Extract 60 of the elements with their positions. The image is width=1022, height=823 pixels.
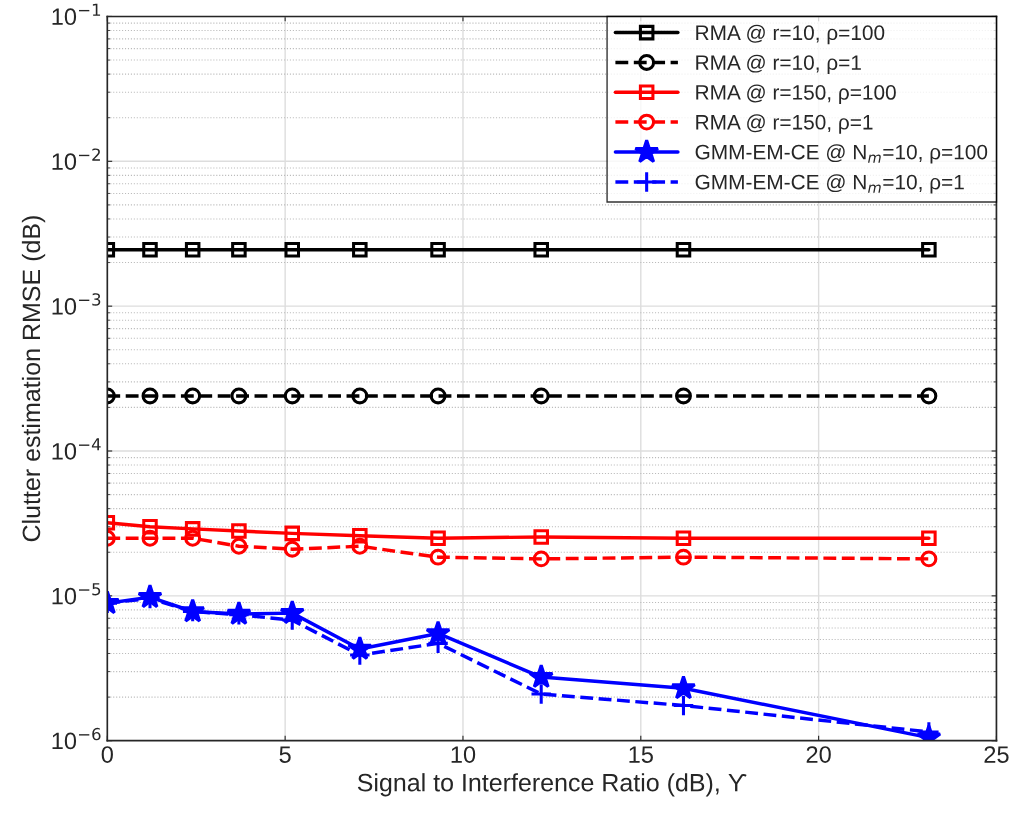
legend-label: GMM-EM-CE @ N$_{m}$=10, ρ=1 [695, 174, 964, 194]
x-tick-label: 25 [984, 746, 1009, 763]
point [675, 387, 692, 405]
legend-label: RMA @ r=10, ρ=100 [696, 24, 885, 45]
point [230, 537, 248, 555]
point [283, 540, 301, 558]
point [532, 550, 550, 568]
point [142, 242, 158, 258]
point [533, 242, 549, 258]
point [141, 387, 159, 405]
y-tick-label: 10$^{−2}$ [52, 148, 100, 170]
y-tick-label: 10$^{−5}$ [52, 583, 101, 605]
point [675, 530, 692, 546]
legend-label: RMA @ r=150, ρ=1 [696, 114, 873, 134]
point [351, 537, 369, 555]
legend-label: RMA @ r=150, ρ=100 [696, 84, 896, 104]
y-tick-label: 10$^{−4}$ [52, 438, 101, 460]
point [430, 242, 446, 258]
x-tick-label: 0 [101, 746, 113, 763]
x-tick-label: 15 [629, 746, 653, 763]
point [532, 387, 550, 405]
x-axis-title: Signal to Interference Ratio (dB), ϒ [357, 773, 747, 797]
point [231, 523, 247, 539]
legend-label: RMA @ r=10, ρ=1 [696, 54, 861, 75]
point [920, 387, 938, 405]
y-tick-label: 10$^{−1}$ [52, 3, 101, 26]
point [184, 242, 201, 258]
point [528, 663, 554, 689]
point [351, 387, 369, 405]
point [142, 518, 158, 535]
x-tick-label: 5 [279, 746, 291, 763]
point [184, 521, 201, 537]
point [533, 529, 549, 545]
point [184, 387, 202, 405]
point [675, 548, 692, 566]
point [672, 694, 695, 717]
point [430, 530, 446, 546]
point [920, 550, 938, 568]
point [141, 529, 159, 547]
y-axis-title: Clutter estimation RMSE (dB) [21, 216, 46, 542]
y-tick-label: 10$^{−6}$ [52, 727, 101, 750]
point [284, 525, 301, 542]
point [230, 387, 248, 405]
y-tick-label: 10$^{−3}$ [52, 293, 101, 315]
point [352, 242, 368, 258]
point [529, 682, 553, 706]
legend-label: GMM-EM-CE @ N$_{m}$=10, ρ=100 [695, 144, 988, 164]
point [921, 242, 937, 258]
point [352, 527, 368, 544]
point [283, 387, 301, 405]
point [284, 242, 301, 258]
point [184, 529, 202, 547]
point [231, 242, 247, 258]
x-tick-label: 20 [806, 746, 831, 763]
point [429, 387, 447, 405]
x-tick-label: 10 [451, 746, 476, 763]
point [675, 242, 692, 258]
point [921, 530, 937, 546]
point [429, 548, 447, 566]
point [670, 674, 697, 700]
